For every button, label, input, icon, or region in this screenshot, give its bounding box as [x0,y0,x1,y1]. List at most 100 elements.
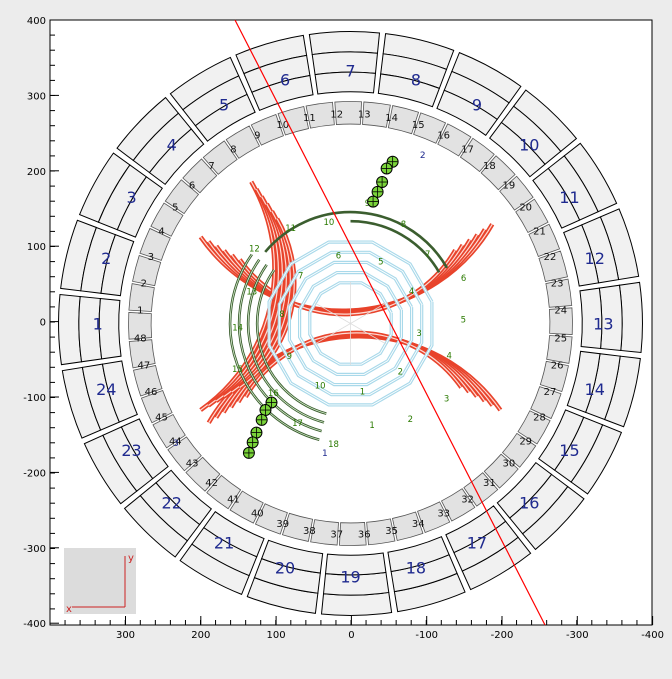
blue-layer-label: 1 [360,388,365,398]
inner-cell [480,155,516,191]
green-layer-inner [229,254,320,441]
spoke [350,302,387,324]
track-line [234,19,546,626]
inner-cell [528,223,561,257]
inner-cell [277,106,310,136]
outer-cell [101,360,138,423]
inner-cell-label: 34 [412,519,425,530]
inner-cell [281,512,314,542]
blue-layer-inner [278,251,423,396]
track-line [234,19,546,626]
outer-sector-label: 10 [519,136,539,155]
x-tick-label: -100 [415,630,438,641]
inner-cell-label: 30 [503,458,516,469]
outer-cell [100,234,135,297]
x-tick-label: -200 [491,630,514,641]
inner-cell [417,501,451,534]
blue-layer-label: 8 [279,310,284,320]
outer-cell [120,418,169,480]
y-tick-label: -100 [23,393,46,404]
inner-cell [413,112,447,144]
inner-cell [140,390,173,424]
x-tick-label: 300 [116,630,135,641]
outer-sector-label: 1 [93,315,103,334]
axes-orientation-inset: y x [64,548,136,615]
y-tick-label: -200 [23,468,46,479]
green-layer-inner [247,264,325,423]
outer-cell [324,552,387,576]
inner-cell-label: 39 [276,519,289,530]
inner-cell-label: 45 [155,413,168,424]
green-layer-label: 6 [461,274,466,284]
y-tick-label: 100 [27,242,46,253]
inner-cell-label: 40 [251,508,264,519]
inner-cell [483,453,519,489]
inner-cell-label: 43 [186,458,199,469]
inner-cell-label: 26 [551,361,564,372]
inner-cell-label: 37 [330,530,343,541]
outer-sector-label: 4 [167,136,177,155]
inner-cell [128,283,155,312]
axes: 300 200 100 0 -100 -200 -300 -400 400 300 200 100 0 -… [23,16,664,641]
outer-sector-label: 16 [519,493,539,512]
green-layer-label: 3 [444,395,449,405]
green-layer-label: 15 [232,365,243,375]
inner-cell-label: 4 [158,226,164,237]
inner-cell [501,432,537,468]
inner-cell [538,250,568,283]
inner-cell-label: 15 [412,120,425,131]
x-tick-label: 100 [267,630,286,641]
inner-cell [152,413,186,449]
inner-cell-label: 47 [137,361,150,372]
red-layer-inner [208,188,279,407]
red-sector-label: 1 [322,449,328,459]
outer-sector-label: 17 [467,533,487,552]
inner-cell [202,140,238,175]
outer-cell [387,536,450,573]
outer-sector-label: 2 [101,249,111,268]
outer-sector-label: 22 [162,493,182,512]
outer-cell [261,539,324,574]
inner-cell [229,490,264,524]
hit-markers [242,155,399,459]
y-tick-label: 300 [27,91,46,102]
outer-cell [203,511,265,558]
blue-layer-label: 10 [315,382,326,392]
outer-sector-label: 19 [340,567,360,586]
inner-cell-label: 36 [358,530,371,541]
outer-cell [308,31,381,56]
blue-layer-inner [309,282,392,365]
inner-cell [206,474,242,510]
green-layer-label: 7 [425,250,430,260]
inner-cell [133,364,163,397]
outer-cell [116,176,163,238]
outer-cell [563,224,600,287]
inner-cell-label: 1 [137,306,143,317]
inner-cell [225,125,261,159]
outer-cell [194,93,256,142]
outer-sector-label: 24 [96,380,116,399]
outer-sector-label: 15 [559,441,579,460]
y-tick-label: -300 [23,544,46,555]
outer-sector-label: 8 [411,70,421,89]
inner-cell [185,456,221,492]
green-layer-label: 18 [328,440,339,450]
blue-layer-label: 4 [409,287,414,297]
green-layer-label: 9 [365,199,370,209]
inner-cell-label: 9 [254,131,260,142]
x-tick-label: 200 [191,630,210,641]
inset-box [64,548,136,614]
outer-cell [148,128,205,186]
x-tick-label: -300 [566,630,589,641]
inner-cell [182,158,218,194]
inner-cell-label: 20 [519,202,532,213]
inner-cell [499,175,534,211]
outer-cell [320,591,393,616]
inner-cell-label: 18 [483,161,496,172]
green-layer-label: 11 [285,224,296,234]
inner-cell [530,386,562,420]
outer-cell [566,350,601,413]
inner-cell-label: 31 [483,478,496,489]
